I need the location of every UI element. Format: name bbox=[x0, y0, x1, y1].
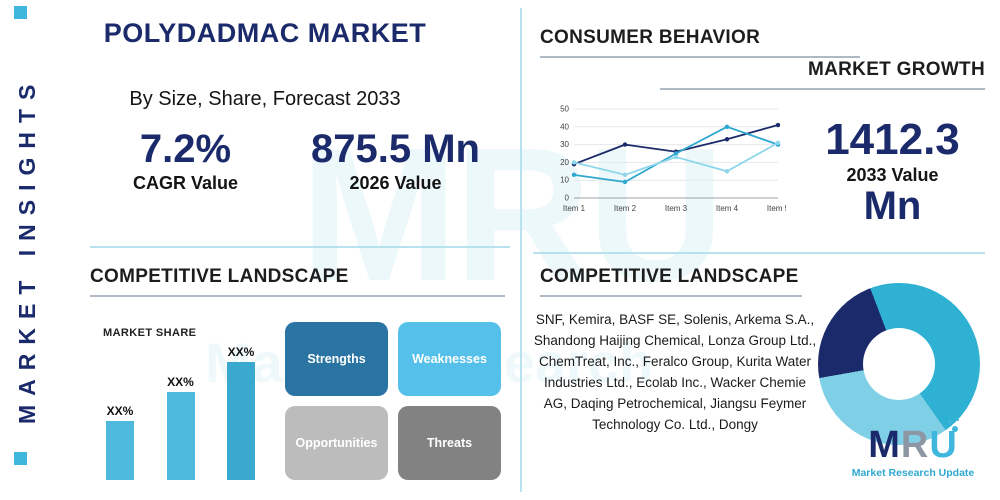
bar bbox=[227, 362, 255, 480]
value-2026-stat: 875.5 Mn 2026 Value bbox=[298, 128, 493, 194]
sidebar-vertical-title: MARKET INSIGHTS bbox=[14, 75, 40, 425]
swot-threats-box: Threats bbox=[398, 406, 501, 480]
series-point bbox=[673, 154, 679, 160]
market-share-bar-chart: XX% XX% XX% bbox=[103, 344, 258, 480]
market-donut-chart bbox=[818, 283, 980, 445]
logo-letter-r: R bbox=[900, 424, 930, 466]
series-point bbox=[724, 137, 730, 142]
series-point bbox=[775, 140, 781, 146]
cagr-label: CAGR Value bbox=[132, 173, 239, 193]
competitive-landscape-left-heading: COMPETITIVE LANDSCAPE bbox=[90, 266, 349, 287]
swot-weaknesses-box: Weaknesses bbox=[398, 322, 501, 396]
y-tick-label: 0 bbox=[565, 194, 570, 203]
market-growth-underline bbox=[660, 88, 985, 90]
series-point bbox=[622, 142, 628, 147]
y-tick-label: 10 bbox=[560, 176, 569, 185]
series-point bbox=[724, 124, 730, 129]
swot-grid: Strengths Weaknesses Opportunities Threa… bbox=[285, 322, 501, 480]
competitive-landscape-right-underline bbox=[540, 295, 802, 297]
y-tick-label: 30 bbox=[560, 140, 569, 149]
swot-opportunities-box: Opportunities bbox=[285, 406, 388, 480]
series-point bbox=[724, 169, 730, 174]
consumer-behavior-underline bbox=[540, 56, 860, 58]
market-growth-line-chart: 0 10 20 30 40 50 Item 1 Item 2 Item 3 Item 4 Item … bbox=[546, 103, 786, 225]
corner-square-bottom bbox=[14, 452, 27, 465]
value-2033-unit: Mn bbox=[863, 184, 922, 228]
bar-column: XX% bbox=[224, 345, 258, 480]
bar bbox=[106, 421, 134, 480]
value-2033-label: 2033 Value bbox=[846, 165, 939, 185]
mru-logo: MRU Market Research Update bbox=[833, 418, 993, 479]
value-2033-value: 1412.3 bbox=[825, 115, 960, 164]
y-tick-label: 50 bbox=[560, 105, 569, 114]
competitive-landscape-right-heading: COMPETITIVE LANDSCAPE bbox=[540, 266, 799, 287]
horizontal-divider-left bbox=[90, 246, 510, 248]
value-2026-value: 875.5 Mn bbox=[311, 127, 480, 171]
series-point bbox=[775, 122, 781, 128]
y-tick-label: 20 bbox=[560, 158, 569, 167]
swot-strengths-box: Strengths bbox=[285, 322, 388, 396]
page-subtitle: By Size, Share, Forecast 2033 bbox=[129, 88, 401, 110]
series-point bbox=[571, 160, 577, 165]
competitive-landscape-left-underline bbox=[90, 295, 505, 297]
value-2026-label: 2026 Value bbox=[349, 173, 442, 193]
bar-value-label: XX% bbox=[106, 404, 134, 418]
horizontal-divider-right bbox=[533, 252, 985, 254]
bar-column: XX% bbox=[164, 375, 198, 480]
market-growth-heading: MARKET GROWTH bbox=[808, 59, 985, 80]
corner-square-top bbox=[14, 6, 27, 19]
logo-letter-u: U bbox=[929, 424, 958, 466]
watermark: MRU bbox=[300, 109, 725, 321]
bar bbox=[166, 392, 195, 480]
bar-value-label: XX% bbox=[227, 345, 255, 359]
donut-hole bbox=[863, 328, 935, 400]
x-tick-label: Item 5 bbox=[767, 204, 786, 213]
consumer-behavior-heading: CONSUMER BEHAVIOR bbox=[540, 27, 761, 48]
x-tick-label: Item 4 bbox=[716, 204, 739, 213]
bar-column: XX% bbox=[103, 404, 137, 480]
bubbles-icon bbox=[947, 418, 962, 432]
series-point bbox=[622, 172, 628, 178]
vertical-divider bbox=[520, 8, 522, 492]
x-tick-label: Item 1 bbox=[563, 204, 586, 213]
cagr-value: 7.2% bbox=[139, 127, 232, 171]
series-point bbox=[673, 151, 679, 156]
series-point bbox=[571, 172, 577, 178]
x-tick-label: Item 3 bbox=[665, 204, 688, 213]
value-2033-stat: 1412.3 2033 Value Mn bbox=[795, 115, 990, 228]
company-list-text: SNF, Kemira, BASF SE, Solenis, Arkema S.… bbox=[533, 312, 817, 432]
logo-tagline: Market Research Update bbox=[851, 467, 975, 479]
y-tick-label: 40 bbox=[560, 122, 569, 131]
mru-logo-letters: MRU bbox=[868, 418, 959, 466]
page-title: POLYDADMAC MARKET bbox=[103, 18, 427, 48]
x-tick-label: Item 2 bbox=[614, 204, 637, 213]
market-share-title: MARKET SHARE bbox=[103, 327, 197, 339]
bar-value-label: XX% bbox=[167, 375, 194, 389]
cagr-stat: 7.2% CAGR Value bbox=[108, 128, 263, 194]
series-point bbox=[622, 179, 628, 185]
line-chart-svg: 0 10 20 30 40 50 Item 1 Item 2 Item 3 Item 4 Item … bbox=[560, 105, 786, 214]
logo-letter-m: M bbox=[868, 424, 901, 466]
